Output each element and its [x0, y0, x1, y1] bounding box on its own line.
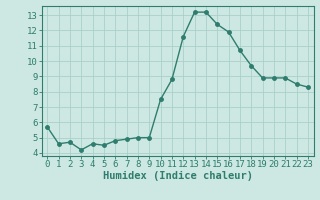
X-axis label: Humidex (Indice chaleur): Humidex (Indice chaleur) — [103, 171, 252, 181]
